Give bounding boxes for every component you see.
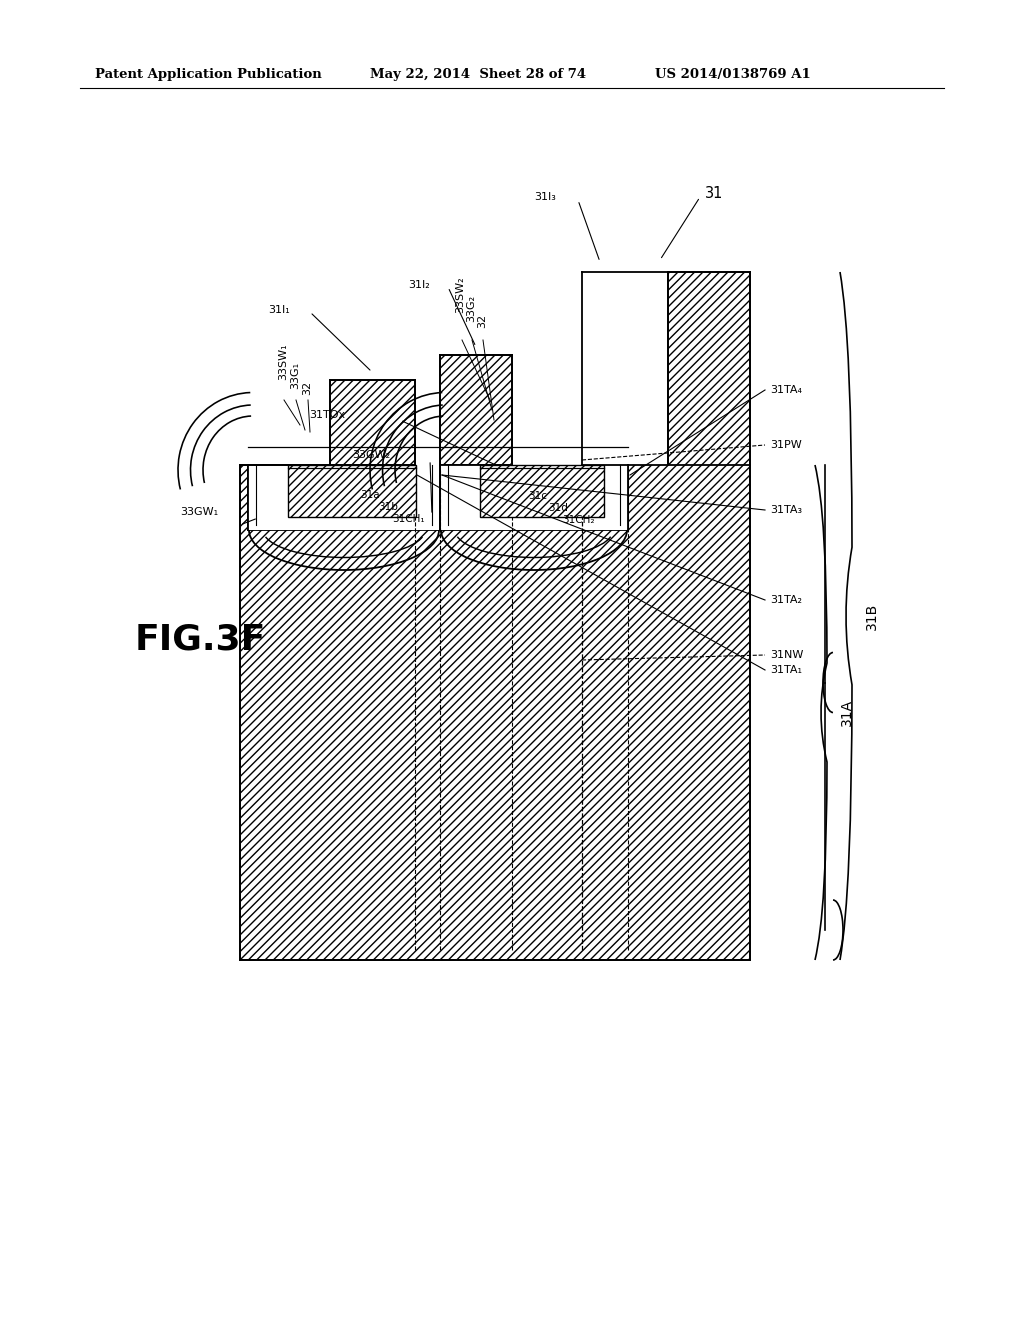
Text: 31TA₁: 31TA₁ [770, 665, 802, 675]
Text: US 2014/0138769 A1: US 2014/0138769 A1 [655, 69, 811, 81]
Text: 31A: 31A [840, 698, 854, 726]
Text: 33G₂: 33G₂ [466, 294, 476, 322]
Bar [288, 465, 416, 517]
Text: 31I₁: 31I₁ [268, 305, 290, 315]
Text: 33GW₂: 33GW₂ [352, 450, 390, 459]
Text: 31I₂: 31I₂ [409, 280, 430, 290]
Text: 33G₁: 33G₁ [290, 362, 300, 388]
Text: 33SW₂: 33SW₂ [455, 277, 465, 313]
Text: 31CH₁: 31CH₁ [392, 513, 425, 524]
Text: 32: 32 [302, 381, 312, 395]
Text: 31TA₂: 31TA₂ [770, 595, 802, 605]
Text: 31d: 31d [548, 503, 568, 513]
Text: 31NW: 31NW [770, 649, 804, 660]
Text: 31: 31 [705, 186, 723, 202]
Text: 31a: 31a [360, 490, 380, 500]
Text: 31TA₃: 31TA₃ [770, 506, 802, 515]
Text: 31TA₄: 31TA₄ [770, 385, 802, 395]
Text: 31I₃: 31I₃ [535, 191, 556, 202]
Text: 32: 32 [477, 314, 487, 329]
Text: Patent Application Publication: Patent Application Publication [95, 69, 322, 81]
Text: 31CH₂: 31CH₂ [562, 515, 595, 525]
Polygon shape [240, 272, 750, 960]
Text: 31b: 31b [378, 502, 398, 512]
Text: 31c: 31c [528, 491, 547, 502]
Text: 31B: 31B [865, 602, 879, 630]
Text: 31PW: 31PW [770, 440, 802, 450]
Text: 33GW₁: 33GW₁ [180, 507, 218, 517]
Polygon shape [248, 465, 440, 531]
Bar [480, 465, 604, 517]
Text: 31TOx: 31TOx [309, 411, 345, 420]
Polygon shape [440, 465, 628, 531]
Text: May 22, 2014  Sheet 28 of 74: May 22, 2014 Sheet 28 of 74 [370, 69, 586, 81]
Text: FIG.3F: FIG.3F [135, 623, 266, 657]
Text: 33SW₁: 33SW₁ [278, 343, 288, 380]
